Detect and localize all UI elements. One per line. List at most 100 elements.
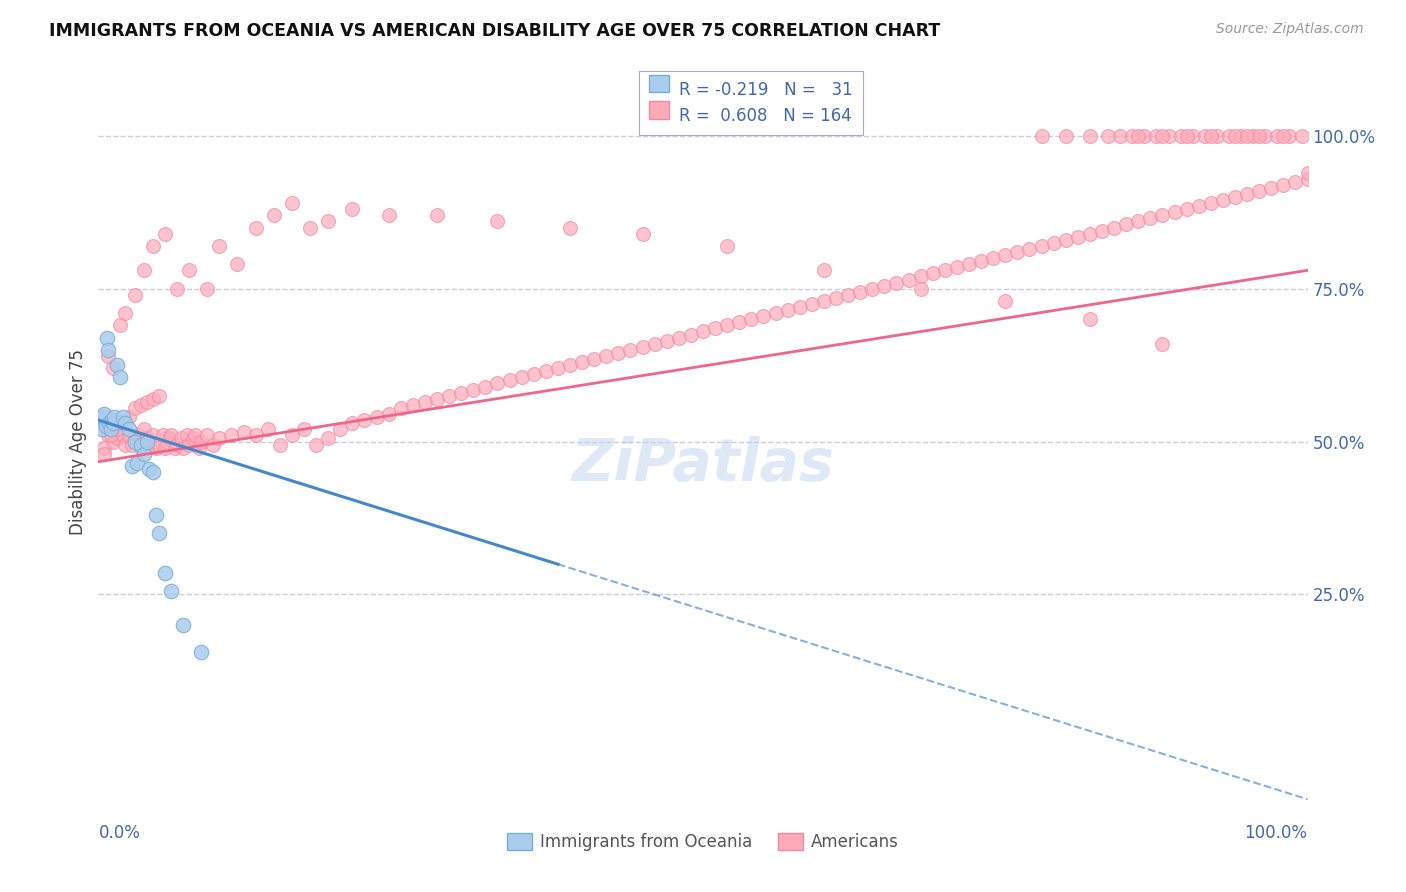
Point [100, 413, 122, 427]
Point [1078, 312, 1101, 326]
Point [135, 432, 157, 446]
Point [463, 383, 485, 397]
Point [1102, 220, 1125, 235]
Point [1223, 128, 1246, 143]
Point [510, 370, 533, 384]
Point [316, 432, 339, 446]
Point [1152, 208, 1174, 222]
Point [108, 318, 131, 333]
Point [93, 441, 115, 455]
Point [1031, 239, 1053, 253]
Point [105, 432, 128, 446]
Point [813, 293, 835, 308]
Point [256, 422, 278, 436]
Point [148, 437, 170, 451]
Point [93, 407, 115, 421]
Point [269, 437, 291, 451]
Point [134, 447, 156, 461]
Point [1267, 128, 1289, 143]
Point [1296, 165, 1319, 179]
Point [1236, 186, 1258, 201]
Point [226, 257, 249, 271]
Point [127, 456, 149, 470]
Point [114, 306, 136, 320]
Point [1115, 218, 1137, 232]
Point [1194, 128, 1216, 143]
Point [1157, 128, 1180, 143]
Point [1067, 229, 1090, 244]
Point [108, 370, 131, 384]
Text: 0.0%: 0.0% [98, 823, 141, 842]
Point [437, 389, 460, 403]
Text: ZiPatlas: ZiPatlas [572, 436, 834, 492]
Point [127, 428, 149, 442]
Point [1260, 181, 1282, 195]
Point [1139, 211, 1161, 226]
Point [135, 394, 157, 409]
Point [195, 428, 218, 442]
Point [860, 282, 883, 296]
Point [728, 315, 751, 329]
Point [129, 441, 152, 455]
Point [129, 398, 152, 412]
Point [1133, 128, 1156, 143]
Point [124, 287, 146, 301]
Point [142, 239, 165, 253]
Point [740, 312, 762, 326]
Point [1128, 214, 1150, 228]
Point [1042, 235, 1064, 250]
Legend: Immigrants from Oceania, Americans: Immigrants from Oceania, Americans [501, 826, 905, 858]
Point [148, 389, 170, 403]
Point [105, 422, 128, 436]
Point [934, 263, 956, 277]
Point [98, 416, 121, 430]
Point [181, 432, 204, 446]
Point [377, 407, 399, 421]
Point [100, 422, 122, 436]
Point [1097, 128, 1119, 143]
Point [1241, 128, 1264, 143]
Point [1218, 128, 1240, 143]
Point [813, 263, 835, 277]
Point [138, 462, 160, 476]
Point [176, 428, 198, 442]
Point [169, 432, 191, 446]
Point [752, 309, 775, 323]
Point [1091, 224, 1114, 238]
Point [184, 428, 207, 442]
Point [1254, 128, 1277, 143]
Point [631, 227, 654, 241]
Point [96, 330, 118, 344]
Point [118, 428, 141, 442]
Point [1078, 227, 1101, 241]
Point [292, 422, 315, 436]
Point [825, 291, 848, 305]
Point [716, 318, 738, 333]
Point [413, 394, 436, 409]
Point [558, 358, 581, 372]
Point [166, 437, 188, 451]
Point [114, 416, 136, 430]
Point [329, 422, 352, 436]
Point [1296, 171, 1319, 186]
Point [108, 416, 131, 430]
Point [353, 413, 375, 427]
Point [190, 434, 212, 449]
Point [704, 321, 727, 335]
Point [1078, 128, 1101, 143]
Point [402, 398, 425, 412]
Point [142, 428, 165, 442]
Text: 100.0%: 100.0% [1244, 823, 1308, 842]
Point [166, 282, 188, 296]
Point [679, 327, 702, 342]
Point [1054, 233, 1077, 247]
Point [1031, 128, 1053, 143]
Point [97, 349, 120, 363]
Point [765, 306, 787, 320]
Point [245, 220, 267, 235]
Point [1212, 193, 1234, 207]
Point [1284, 175, 1306, 189]
Point [153, 227, 176, 241]
Point [595, 349, 617, 363]
Point [981, 251, 1004, 265]
